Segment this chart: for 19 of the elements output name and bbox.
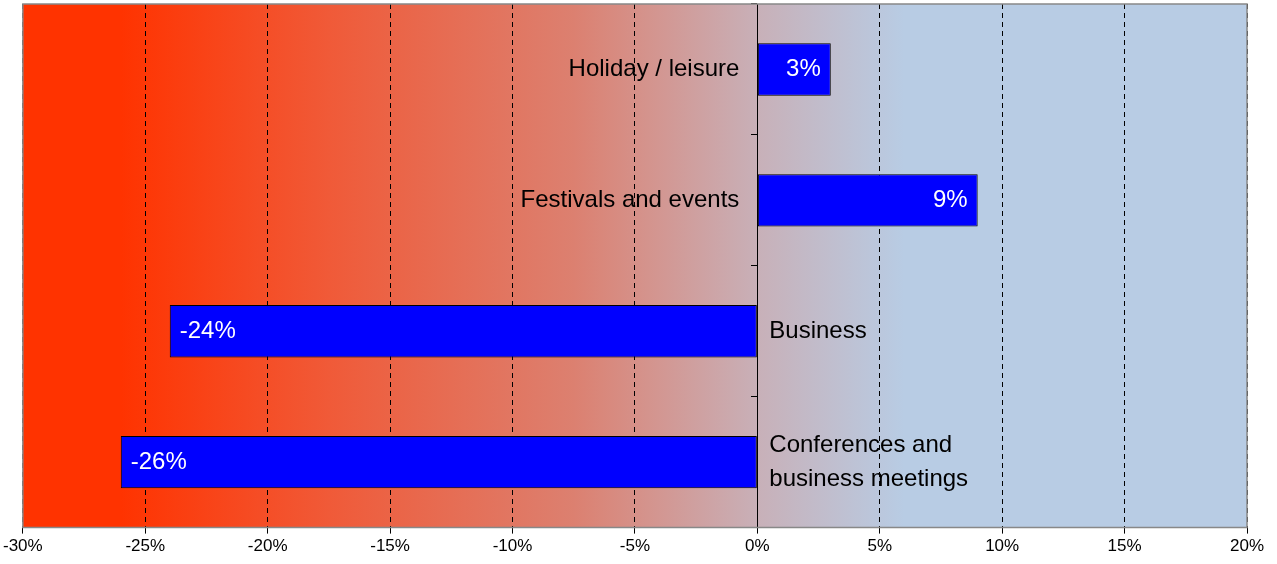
x-tick-label: 0% bbox=[745, 536, 770, 556]
x-tick-label: 20% bbox=[1229, 536, 1265, 556]
data-label: 9% bbox=[933, 184, 968, 212]
x-tick-label: -25% bbox=[125, 536, 166, 556]
x-tick-label: -5% bbox=[619, 536, 651, 556]
x-tick-label: 15% bbox=[1107, 536, 1142, 556]
x-tick-label: -20% bbox=[247, 536, 288, 556]
data-label: -24% bbox=[179, 315, 236, 343]
y-tick-label: Holiday / leisure bbox=[568, 54, 740, 82]
data-label: 3% bbox=[786, 54, 821, 82]
x-tick-label: 10% bbox=[985, 536, 1020, 556]
y-tick-label: Business bbox=[769, 315, 867, 343]
y-tick-label: Festivals and events bbox=[520, 184, 740, 212]
data-label: -26% bbox=[130, 446, 187, 474]
x-tick-label: -30% bbox=[3, 536, 43, 556]
x-tick-label: -15% bbox=[370, 536, 410, 556]
x-tick-label: 5% bbox=[867, 536, 893, 556]
x-tick-label: -10% bbox=[492, 536, 533, 556]
y-tick-label: Conferences and business meetings bbox=[769, 429, 969, 491]
